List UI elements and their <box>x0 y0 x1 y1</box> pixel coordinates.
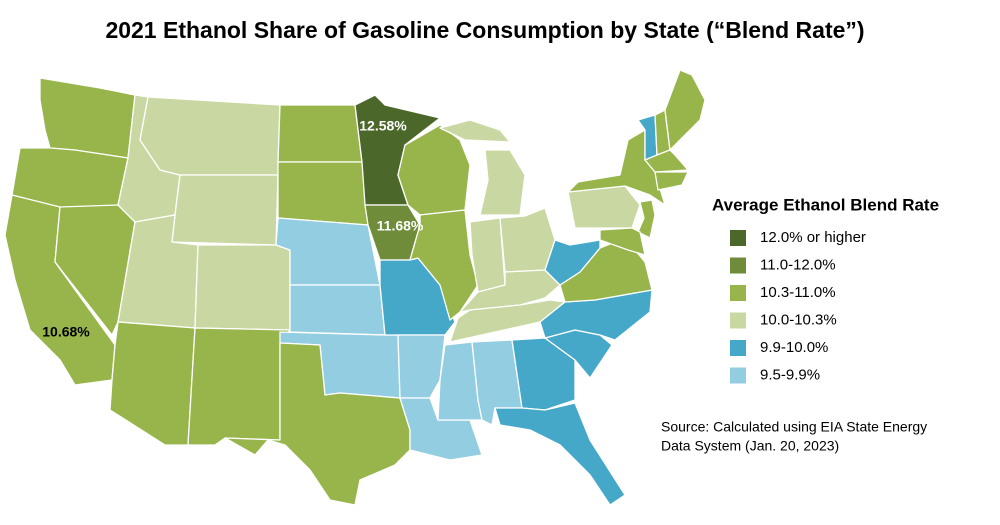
state <box>194 244 291 331</box>
legend-label: 9.9-10.0% <box>760 339 828 356</box>
state <box>187 327 291 446</box>
state <box>544 239 601 286</box>
state <box>277 104 363 163</box>
annotation: 12.58% <box>359 118 407 134</box>
state <box>275 217 381 286</box>
state <box>494 402 626 506</box>
annotation: 11.68% <box>377 218 424 234</box>
state <box>479 149 526 216</box>
legend: 12.0% or higher 11.0-12.0% 10.3-11.0% 10.0-… <box>730 229 866 384</box>
legend-swatch <box>730 230 746 246</box>
legend-swatch <box>730 285 746 301</box>
state <box>289 284 386 336</box>
legend-swatch <box>730 340 746 356</box>
state <box>277 161 369 226</box>
legend-label: 9.5-9.9% <box>760 366 820 383</box>
state <box>567 185 641 229</box>
legend-label: 11.0-12.0% <box>760 256 836 273</box>
state <box>109 321 196 446</box>
state <box>637 199 656 239</box>
state <box>224 342 411 506</box>
state <box>171 174 279 246</box>
us-map <box>4 69 706 506</box>
state <box>499 207 556 273</box>
legend-title: Average Ethanol Blend Rate <box>712 195 939 214</box>
state <box>39 77 136 159</box>
state <box>654 171 689 191</box>
state <box>439 119 511 143</box>
state <box>399 397 483 461</box>
state <box>397 334 446 399</box>
legend-label: 10.0-10.3% <box>760 311 837 328</box>
legend-swatch <box>730 367 746 384</box>
source: Source: Calculated using EIA State Energ… <box>661 419 927 435</box>
state <box>409 209 479 321</box>
legend-label: 12.0% or higher <box>760 229 866 246</box>
state <box>449 299 566 343</box>
legend-label: 10.3-11.0% <box>760 284 836 301</box>
state <box>139 96 281 176</box>
title: 2021 Ethanol Share of Gasoline Consumpti… <box>105 17 864 43</box>
source: Data System (Jan. 20, 2023) <box>661 438 839 454</box>
annotation: 10.68% <box>42 324 90 340</box>
legend-swatch <box>730 257 746 274</box>
state <box>599 227 646 256</box>
legend-swatch <box>730 312 746 329</box>
state <box>664 69 706 151</box>
